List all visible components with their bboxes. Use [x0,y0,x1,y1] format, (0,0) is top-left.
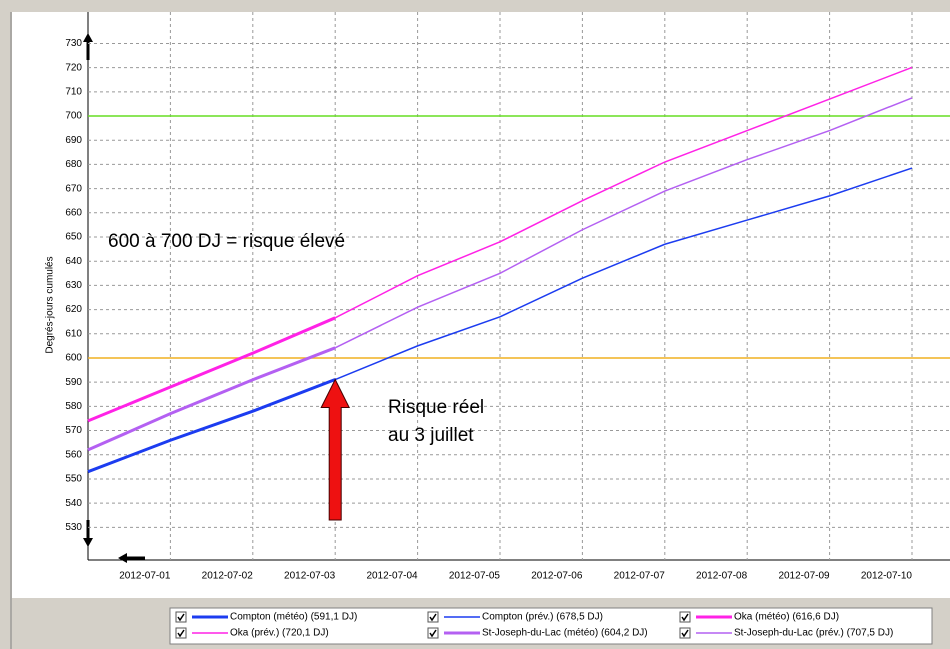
series-line [87,346,336,452]
x-tick-label: 2012-07-09 [778,571,830,582]
legend-label: Oka (prév.) (720,1 DJ) [230,628,329,639]
y-tick-label: 730 [65,38,82,49]
y-tick-label: 530 [65,522,82,533]
y-tick-label: 570 [65,425,82,436]
legend-checkbox [679,627,691,639]
series-line [334,167,913,381]
legend-check [177,613,185,622]
series-line [87,316,336,423]
x-tick-label: 2012-07-07 [614,571,666,582]
y-tick-label: 620 [65,304,82,315]
y-tick-label: 610 [65,328,82,339]
legend-label: St-Joseph-du-Lac (prév.) (707,5 DJ) [734,628,893,639]
legend-checkbox [175,611,187,623]
legend-check [429,613,437,622]
y-tick-label: 540 [65,498,82,509]
y-tick-label: 680 [65,159,82,170]
series-line [334,97,913,349]
x-tick-label: 2012-07-02 [202,571,254,582]
x-tick-label: 2012-07-03 [284,571,336,582]
y-tick-label: 640 [65,256,82,267]
x-tick-label: 2012-07-10 [861,571,913,582]
y-tick-label: 690 [65,135,82,146]
legend-label: Oka (météo) (616,6 DJ) [734,612,839,623]
annotation: Risque réel [388,397,484,418]
x-tick-label: 2012-07-01 [119,571,171,582]
legend-check [681,629,689,638]
y-tick-label: 630 [65,280,82,291]
y-tick-label: 650 [65,232,82,243]
legend-checkbox [427,611,439,623]
legend-checkbox [679,611,691,623]
series-line [87,378,336,474]
y-tick-label: 600 [65,353,82,364]
legend [169,607,933,645]
y-tick-label: 660 [65,207,82,218]
legend-label: St-Joseph-du-Lac (météo) (604,2 DJ) [482,628,648,639]
annotation: 600 à 700 DJ = risque élevé [108,231,345,252]
legend-checkbox [175,627,187,639]
x-tick-label: 2012-07-04 [366,571,418,582]
annotation-arrow [320,378,351,521]
legend-check [177,629,185,638]
y-tick-label: 720 [65,62,82,73]
y-tick-label: 700 [65,111,82,122]
legend-check [681,613,689,622]
y-tick-label: 670 [65,183,82,194]
y-tick-label: 710 [65,86,82,97]
y-tick-label: 560 [65,449,82,460]
legend-label: Compton (météo) (591,1 DJ) [230,612,357,623]
x-tick-label: 2012-07-06 [531,571,583,582]
series-line [334,66,913,319]
x-tick-label: 2012-07-05 [449,571,501,582]
y-tick-label: 580 [65,401,82,412]
chart-background [12,12,950,598]
y-axis-label: Degrés-jours cumulés [45,256,56,353]
legend-check [429,629,437,638]
annotation: au 3 juillet [388,425,474,446]
legend-checkbox [427,627,439,639]
y-tick-label: 550 [65,474,82,485]
x-tick-label: 2012-07-08 [696,571,748,582]
legend-label: Compton (prév.) (678,5 DJ) [482,612,603,623]
y-tick-label: 590 [65,377,82,388]
